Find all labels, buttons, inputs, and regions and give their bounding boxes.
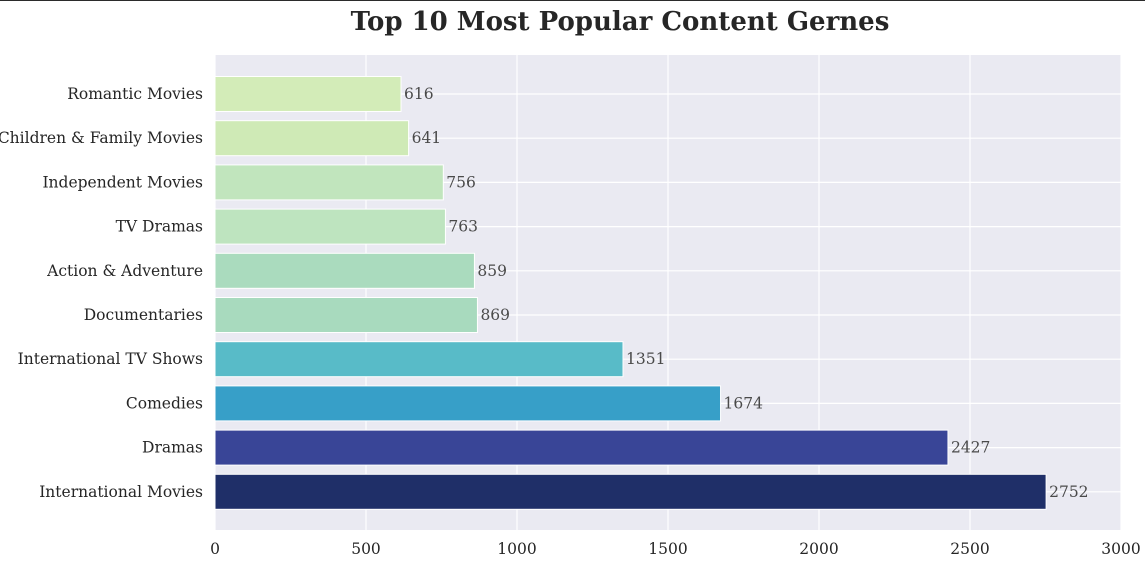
category-label: Independent Movies [42, 173, 203, 191]
bar [214, 473, 1047, 510]
x-tick-label: 0 [210, 540, 220, 558]
category-label: Comedies [126, 394, 203, 412]
bar [214, 385, 722, 422]
x-tick-label: 1000 [497, 540, 536, 558]
x-axis-tick-labels: 0 500 1000 1500 2000 2500 3000 [210, 540, 1141, 558]
x-tick-label: 2000 [799, 540, 838, 558]
bar [214, 252, 475, 289]
bar [214, 429, 949, 466]
bar [214, 120, 410, 157]
category-label: Action & Adventure [46, 262, 203, 280]
x-tick-label: 1500 [648, 540, 687, 558]
category-label: Romantic Movies [67, 85, 203, 103]
bars [214, 76, 1047, 510]
category-label: International Movies [39, 483, 203, 501]
bar-value-label: 641 [412, 129, 442, 147]
bar-value-label: 616 [404, 85, 434, 103]
bar-value-label: 763 [448, 218, 478, 236]
category-label: International TV Shows [18, 350, 203, 368]
category-label: Documentaries [84, 306, 203, 324]
bar [214, 297, 478, 333]
category-label: TV Dramas [116, 218, 203, 236]
bar-value-label: 2427 [951, 439, 990, 457]
bar-value-label: 869 [480, 306, 510, 324]
bar-value-label: 859 [477, 262, 507, 280]
bar [214, 76, 402, 112]
y-axis-category-labels: Romantic Movies Children & Family Movies I… [0, 85, 203, 501]
bar [214, 208, 446, 245]
bar-value-label: 1674 [724, 394, 764, 412]
category-label: Dramas [142, 439, 203, 457]
x-tick-label: 3000 [1101, 540, 1140, 558]
category-label: Children & Family Movies [0, 129, 203, 147]
bar [214, 164, 444, 201]
value-labels: 616 641 756 763 859 869 1351 1674 2427 2752 [404, 85, 1089, 501]
x-tick-label: 2500 [950, 540, 989, 558]
bar [214, 341, 624, 378]
x-tick-label: 500 [351, 540, 381, 558]
bar-value-label: 756 [446, 173, 476, 191]
bar-value-label: 1351 [626, 350, 665, 368]
bar-value-label: 2752 [1049, 483, 1088, 501]
chart-title: Top 10 Most Popular Content Gernes [351, 7, 890, 37]
top-border-line [0, 0, 1145, 1]
